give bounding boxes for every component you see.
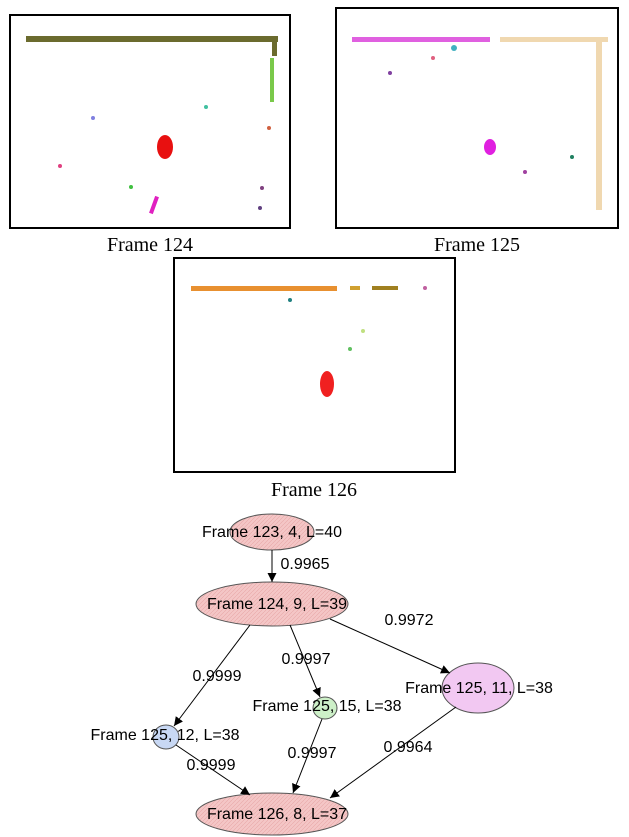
node-label: Frame 123, 4, L=40 — [202, 524, 342, 541]
node-label: Frame 126, 8, L=37 — [207, 806, 347, 823]
node-label: Frame 124, 9, L=39 — [207, 596, 347, 613]
figure: Frame 124 Frame 125 Frame 126 — [0, 0, 629, 837]
edge-label: 0.9972 — [385, 612, 434, 629]
frame-image — [174, 258, 455, 472]
node-label: Frame 125, 12, L=38 — [91, 727, 240, 744]
edge-label: 0.9964 — [384, 739, 433, 756]
edge-label: 0.9999 — [187, 757, 236, 774]
frame-image — [336, 8, 618, 228]
frame-image — [10, 15, 290, 228]
edge-label: 0.9965 — [281, 556, 330, 573]
frame-caption: Frame 126 — [271, 479, 357, 501]
frame-caption: Frame 125 — [434, 234, 520, 256]
edge-label: 0.9997 — [288, 745, 337, 762]
frame-caption: Frame 124 — [107, 234, 193, 256]
node-label: Frame 125, 11, L=38 — [405, 680, 553, 697]
node-label: Frame 125, 15, L=38 — [253, 698, 402, 715]
edge-label: 0.9999 — [193, 668, 242, 685]
edge-label: 0.9997 — [282, 651, 331, 668]
